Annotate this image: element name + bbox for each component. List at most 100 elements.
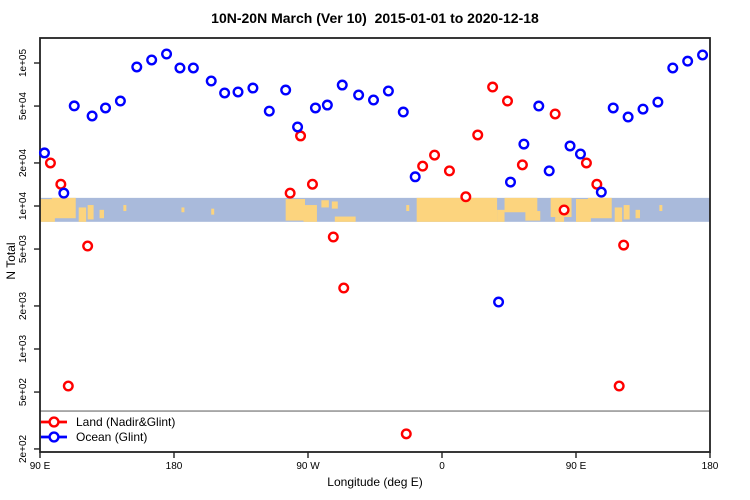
data-point-ocean	[114, 95, 126, 107]
legend-label-ocean: Ocean (Glint)	[76, 430, 147, 444]
data-point-land	[502, 95, 514, 107]
y-tick-label: 1e+04	[18, 192, 29, 221]
data-point-ocean	[100, 102, 112, 114]
data-point-land	[55, 178, 67, 190]
data-point-ocean	[309, 102, 321, 114]
map-band-land	[40, 199, 55, 222]
map-band-land	[416, 197, 498, 222]
data-point-ocean	[682, 55, 694, 67]
data-point-ocean	[353, 89, 365, 101]
y-tick-label: 2e+04	[18, 148, 29, 177]
data-point-ocean	[652, 96, 664, 108]
data-point-ocean	[187, 62, 199, 74]
data-point-ocean	[574, 148, 586, 160]
data-point-ocean	[493, 296, 505, 308]
map-band-land	[659, 205, 663, 212]
data-point-land	[338, 282, 350, 294]
map-band-land	[576, 199, 591, 222]
data-point-land	[591, 178, 603, 190]
map-band-land	[303, 205, 317, 222]
map-band-land	[51, 197, 76, 219]
data-point-ocean	[543, 165, 555, 177]
data-point-ocean	[86, 110, 98, 122]
data-point-ocean	[518, 138, 530, 150]
y-tick-label: 5e+04	[18, 92, 29, 121]
x-tick-label: 90 E	[566, 461, 587, 472]
data-point-land	[443, 165, 455, 177]
data-point-ocean	[58, 187, 70, 199]
map-band-land	[504, 197, 538, 213]
legend-marker-ocean	[48, 431, 60, 443]
map-band-land	[99, 209, 105, 219]
data-point-land	[295, 130, 307, 142]
data-point-land	[487, 81, 499, 93]
data-point-land	[558, 204, 570, 216]
data-point-land	[417, 160, 429, 172]
map-band-land	[614, 207, 623, 222]
legend-label-land: Land (Nadir&Glint)	[76, 415, 175, 429]
data-point-land	[82, 240, 94, 252]
map-band-land	[497, 209, 505, 222]
y-tick-label: 2e+03	[18, 291, 29, 320]
data-point-ocean	[161, 48, 173, 60]
data-point-ocean	[219, 87, 231, 99]
chart-title: 10N-20N March (Ver 10) 2015-01-01 to 202…	[211, 10, 539, 26]
data-point-land	[400, 428, 412, 440]
y-tick-label: 1e+03	[18, 335, 29, 364]
data-point-ocean	[263, 105, 275, 117]
data-point-ocean	[146, 54, 158, 66]
data-point-ocean	[292, 121, 304, 133]
data-point-ocean	[336, 79, 348, 91]
x-axis-title: Longitude (deg E)	[327, 475, 423, 489]
map-band-land	[555, 217, 565, 222]
data-point-land	[306, 178, 318, 190]
data-point-land	[580, 157, 592, 169]
plot-border	[39, 37, 711, 453]
map-band-land	[181, 207, 185, 213]
data-point-ocean	[564, 140, 576, 152]
y-tick-label: 5e+02	[18, 378, 29, 407]
map-band-land	[211, 208, 215, 215]
data-point-land	[618, 239, 630, 251]
y-tick-label: 2e+02	[18, 434, 29, 463]
data-point-ocean	[533, 100, 545, 112]
data-point-ocean	[409, 171, 421, 183]
data-point-ocean	[38, 147, 50, 159]
data-point-ocean	[232, 86, 244, 98]
data-point-ocean	[504, 176, 516, 188]
map-band-land	[331, 201, 338, 209]
x-tick-label: 0	[439, 461, 445, 472]
y-tick-label: 1e+05	[18, 49, 29, 78]
data-point-land	[429, 149, 441, 161]
data-point-land	[62, 380, 74, 392]
data-point-ocean	[697, 49, 709, 61]
data-point-ocean	[607, 102, 619, 114]
map-band-land	[123, 205, 127, 212]
map-band-land	[78, 207, 87, 222]
data-point-land	[284, 187, 296, 199]
data-point-ocean	[68, 100, 80, 112]
map-band-land	[334, 216, 356, 222]
map-band-land	[285, 199, 306, 221]
data-point-ocean	[247, 82, 259, 94]
map-band-land	[525, 211, 541, 221]
map-band-land	[321, 200, 329, 208]
data-point-land	[549, 108, 561, 120]
y-tick-label: 5e+03	[18, 235, 29, 264]
x-tick-label: 90 W	[296, 461, 320, 472]
data-point-land	[472, 129, 484, 141]
map-band-land	[406, 205, 410, 212]
map-band-land	[587, 197, 612, 219]
map-band-land	[87, 205, 94, 220]
data-point-land	[516, 159, 528, 171]
x-tick-label: 180	[702, 461, 719, 472]
data-point-ocean	[382, 85, 394, 97]
data-point-ocean	[622, 111, 634, 123]
data-point-ocean	[637, 103, 649, 115]
data-point-ocean	[321, 99, 333, 111]
data-point-ocean	[667, 62, 679, 74]
map-band-land	[635, 209, 641, 219]
data-point-land	[327, 231, 339, 243]
